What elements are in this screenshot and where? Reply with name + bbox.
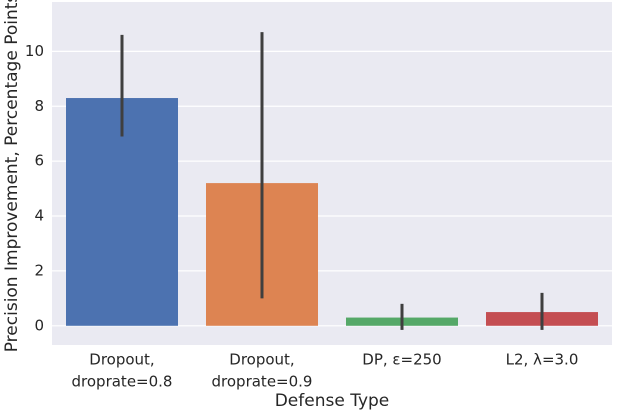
y-tick-label: 6 bbox=[34, 152, 44, 170]
x-tick-label: DP, ε=250 bbox=[362, 351, 441, 369]
y-tick-label: 4 bbox=[34, 207, 44, 225]
y-axis-label: Precision Improvement, Percentage Points bbox=[2, 0, 22, 352]
x-tick-label: droprate=0.9 bbox=[212, 373, 313, 391]
y-tick-label: 10 bbox=[25, 42, 44, 60]
x-tick-label: droprate=0.8 bbox=[72, 373, 173, 391]
x-tick-label: Dropout, bbox=[229, 351, 294, 369]
x-tick-label: L2, λ=3.0 bbox=[506, 351, 579, 369]
y-tick-label: 0 bbox=[34, 316, 44, 334]
y-tick-label: 8 bbox=[34, 97, 44, 115]
x-axis-label: Defense Type bbox=[275, 391, 390, 411]
x-tick-label: Dropout, bbox=[89, 351, 154, 369]
y-tick-label: 2 bbox=[34, 261, 44, 279]
